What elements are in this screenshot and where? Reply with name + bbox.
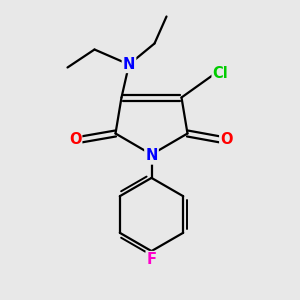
Text: O: O	[69, 132, 81, 147]
Text: N: N	[145, 148, 158, 164]
Text: N: N	[123, 57, 135, 72]
Text: O: O	[220, 132, 233, 147]
Text: F: F	[146, 252, 157, 267]
Text: Cl: Cl	[213, 66, 228, 81]
